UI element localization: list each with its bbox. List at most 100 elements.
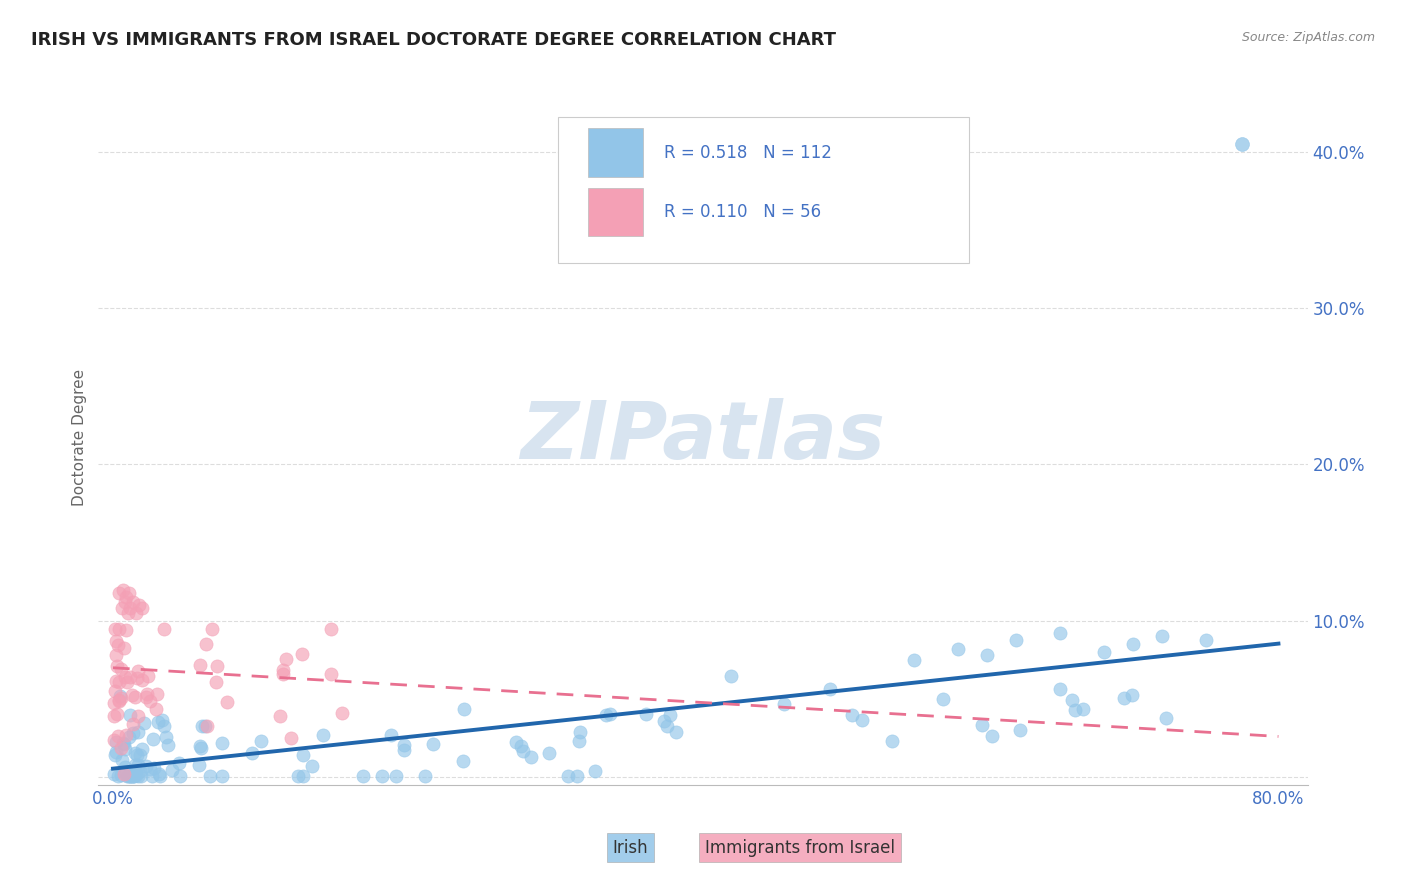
Point <box>110 741 132 756</box>
Point <box>112 582 135 597</box>
Point <box>654 714 676 729</box>
Point <box>319 622 342 636</box>
Point <box>217 695 239 709</box>
Point <box>1049 626 1071 640</box>
Point <box>882 733 904 747</box>
Point <box>125 768 148 782</box>
Point <box>149 768 172 782</box>
Point <box>139 694 162 708</box>
Point <box>104 735 127 749</box>
Point <box>142 731 165 746</box>
Point <box>569 724 592 739</box>
Point <box>190 657 212 672</box>
Point <box>132 716 155 731</box>
Point <box>1062 693 1084 707</box>
Point <box>138 762 160 776</box>
Point <box>108 674 131 689</box>
Point <box>932 692 955 706</box>
Point <box>1150 629 1173 643</box>
Point <box>111 753 134 767</box>
Point <box>291 747 314 762</box>
Point <box>114 742 136 756</box>
Point <box>125 606 148 620</box>
Point <box>155 730 177 744</box>
Point <box>422 737 444 751</box>
Point <box>1121 688 1143 702</box>
Text: IRISH VS IMMIGRANTS FROM ISRAEL DOCTORATE DEGREE CORRELATION CHART: IRISH VS IMMIGRANTS FROM ISRAEL DOCTORAT… <box>31 31 837 49</box>
Point <box>128 598 150 612</box>
Point <box>135 690 157 704</box>
Point <box>841 708 863 723</box>
Point <box>110 690 132 705</box>
Point <box>103 733 125 747</box>
Point <box>287 768 309 782</box>
Point <box>291 647 314 661</box>
Point <box>976 648 998 663</box>
Point <box>107 768 129 782</box>
Point <box>118 585 141 599</box>
Point <box>321 667 343 681</box>
Point <box>120 601 142 615</box>
Point <box>103 709 125 723</box>
Point <box>352 768 374 782</box>
Point <box>122 768 145 782</box>
Point <box>104 745 127 759</box>
Point <box>509 739 531 754</box>
Point <box>720 669 742 683</box>
Point <box>595 708 617 723</box>
Point <box>312 728 335 742</box>
Point <box>1005 632 1028 647</box>
Point <box>903 653 925 667</box>
Point <box>104 622 127 636</box>
Text: R = 0.518   N = 112: R = 0.518 N = 112 <box>664 144 832 161</box>
Point <box>124 746 146 760</box>
Point <box>105 707 128 722</box>
Point <box>124 690 146 704</box>
Point <box>114 595 136 609</box>
Point <box>1049 682 1071 697</box>
Point <box>124 765 146 780</box>
Point <box>380 728 402 742</box>
Point <box>557 768 579 782</box>
Point <box>104 648 127 663</box>
Text: ZIPatlas: ZIPatlas <box>520 398 886 476</box>
Point <box>107 692 129 706</box>
Point <box>451 754 474 768</box>
Point <box>205 675 228 690</box>
Point <box>117 606 139 620</box>
Point <box>1071 702 1094 716</box>
Point <box>1063 703 1085 717</box>
Point <box>1194 632 1216 647</box>
Point <box>111 601 134 615</box>
Point <box>145 701 167 715</box>
Point <box>105 633 128 648</box>
Point <box>121 768 143 782</box>
Point <box>124 758 146 772</box>
FancyBboxPatch shape <box>558 117 969 263</box>
Point <box>118 670 141 684</box>
Point <box>394 743 416 757</box>
Point <box>599 707 621 722</box>
Point <box>127 671 149 685</box>
Point <box>110 689 132 703</box>
Point <box>1092 645 1115 659</box>
Point <box>565 768 588 782</box>
Point <box>110 662 132 676</box>
Point <box>111 736 134 750</box>
Point <box>129 764 152 778</box>
Point <box>107 729 129 743</box>
Point <box>131 673 153 688</box>
Point <box>108 622 131 636</box>
FancyBboxPatch shape <box>588 128 643 177</box>
Point <box>122 717 145 731</box>
Point <box>188 758 211 772</box>
Point <box>211 768 233 782</box>
Point <box>135 759 157 773</box>
Point <box>568 734 591 748</box>
Point <box>110 768 132 782</box>
Point <box>127 768 149 782</box>
Point <box>103 767 125 781</box>
Point <box>146 715 169 730</box>
Point <box>167 756 190 771</box>
Point <box>201 622 224 636</box>
